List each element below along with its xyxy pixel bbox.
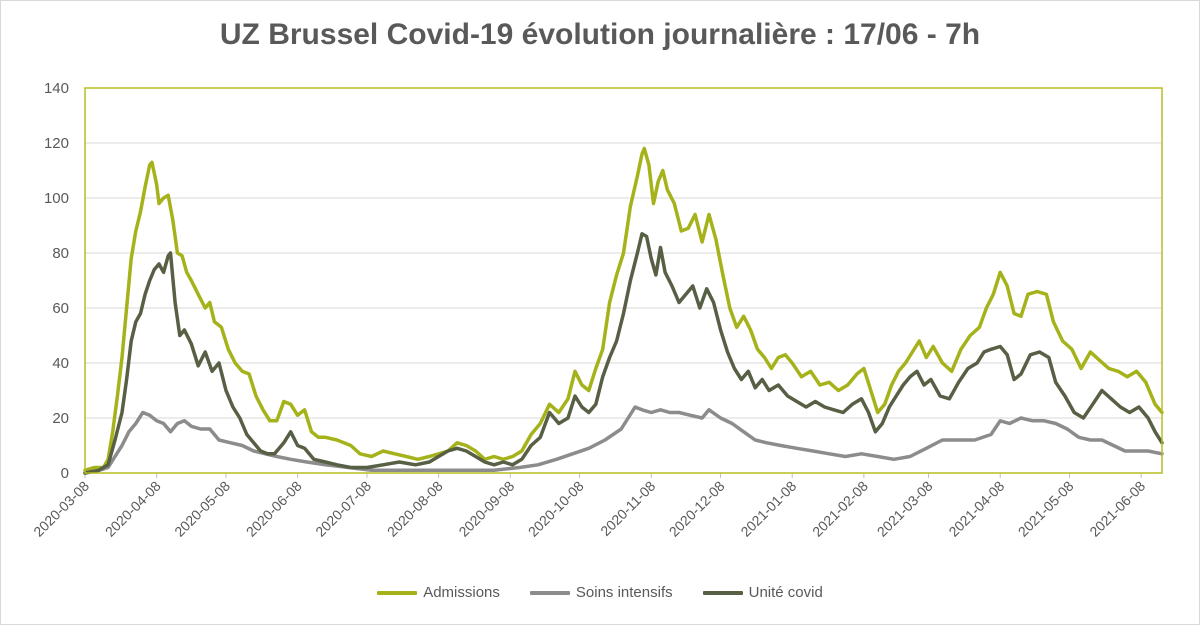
- legend-label: Unité covid: [748, 584, 823, 601]
- series-line-unit-covid: [83, 232, 1164, 475]
- x-tick-label: 2021-05-08: [1015, 478, 1077, 540]
- plot-area-border: [84, 87, 1163, 474]
- x-tick-label: 2021-06-08: [1086, 478, 1148, 540]
- legend-item: Unité covid: [702, 584, 823, 601]
- legend-item: Admissions: [377, 584, 500, 601]
- x-tick-label: 2021-02-08: [809, 478, 871, 540]
- legend-label: Soins intensifs: [575, 584, 673, 601]
- legend-swatch: [702, 590, 743, 595]
- y-tick-label: 40: [52, 355, 69, 372]
- series-line-soins-intensifs: [83, 405, 1164, 475]
- legend-item: Soins intensifs: [529, 584, 673, 601]
- x-tick-label: 2021-04-08: [945, 478, 1007, 540]
- x-tick-label: 2020-03-08: [30, 478, 92, 540]
- legend-label: Admissions: [423, 584, 500, 601]
- x-tick-label: 2020-10-08: [525, 478, 587, 540]
- series-line-admissions: [83, 146, 1164, 473]
- y-tick-label: 100: [44, 190, 69, 207]
- x-tick-label: 2021-03-08: [874, 478, 936, 540]
- x-tick-label: 2020-05-08: [171, 478, 233, 540]
- x-tick-label: 2020-08-08: [384, 478, 446, 540]
- x-tick-label: 2020-06-08: [243, 478, 305, 540]
- legend-swatch: [377, 590, 418, 595]
- x-tick-label: 2021-01-08: [737, 478, 799, 540]
- legend-swatch: [529, 590, 570, 595]
- chart-title: UZ Brussel Covid-19 évolution journalièr…: [219, 18, 981, 51]
- y-tick-label: 140: [44, 80, 69, 97]
- y-tick-label: 60: [52, 300, 69, 317]
- x-tick-label: 2020-07-08: [312, 478, 374, 540]
- legend: Admissions Soins intensifs Unité covid: [0, 584, 1200, 601]
- x-tick-label: 2020-04-08: [102, 478, 164, 540]
- y-tick-label: 80: [52, 245, 69, 262]
- y-tick-label: 120: [44, 135, 69, 152]
- x-tick-label: 2020-12-08: [666, 478, 728, 540]
- x-tick-label: 2020-11-08: [597, 478, 658, 539]
- x-tick-label: 2020-09-08: [455, 478, 517, 540]
- y-tick-label: 20: [52, 410, 69, 427]
- y-tick-label: 0: [61, 465, 69, 482]
